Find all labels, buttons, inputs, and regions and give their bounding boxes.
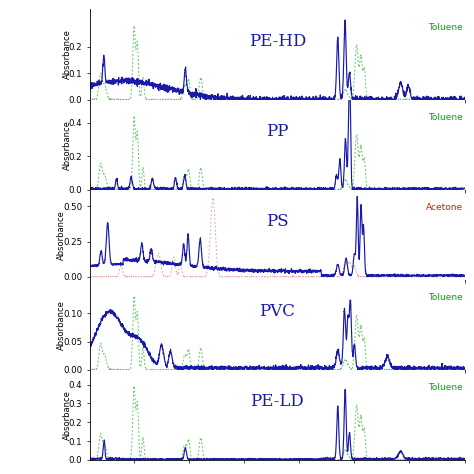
Text: Toluene: Toluene bbox=[428, 293, 463, 302]
Y-axis label: Absorbance: Absorbance bbox=[57, 300, 66, 350]
Text: PE-HD: PE-HD bbox=[248, 33, 306, 49]
Text: PVC: PVC bbox=[259, 303, 295, 319]
Text: Toluene: Toluene bbox=[428, 23, 463, 32]
Y-axis label: Absorbance: Absorbance bbox=[63, 29, 72, 80]
Text: Acetone: Acetone bbox=[426, 203, 463, 212]
Y-axis label: Absorbance: Absorbance bbox=[63, 119, 72, 170]
Text: Toluene: Toluene bbox=[428, 383, 463, 392]
Text: PS: PS bbox=[266, 213, 289, 229]
Text: PP: PP bbox=[266, 123, 289, 139]
Y-axis label: Absorbance: Absorbance bbox=[57, 210, 66, 260]
Text: Toluene: Toluene bbox=[428, 113, 463, 122]
Text: PE-LD: PE-LD bbox=[250, 393, 304, 410]
Y-axis label: Absorbance: Absorbance bbox=[63, 390, 72, 440]
